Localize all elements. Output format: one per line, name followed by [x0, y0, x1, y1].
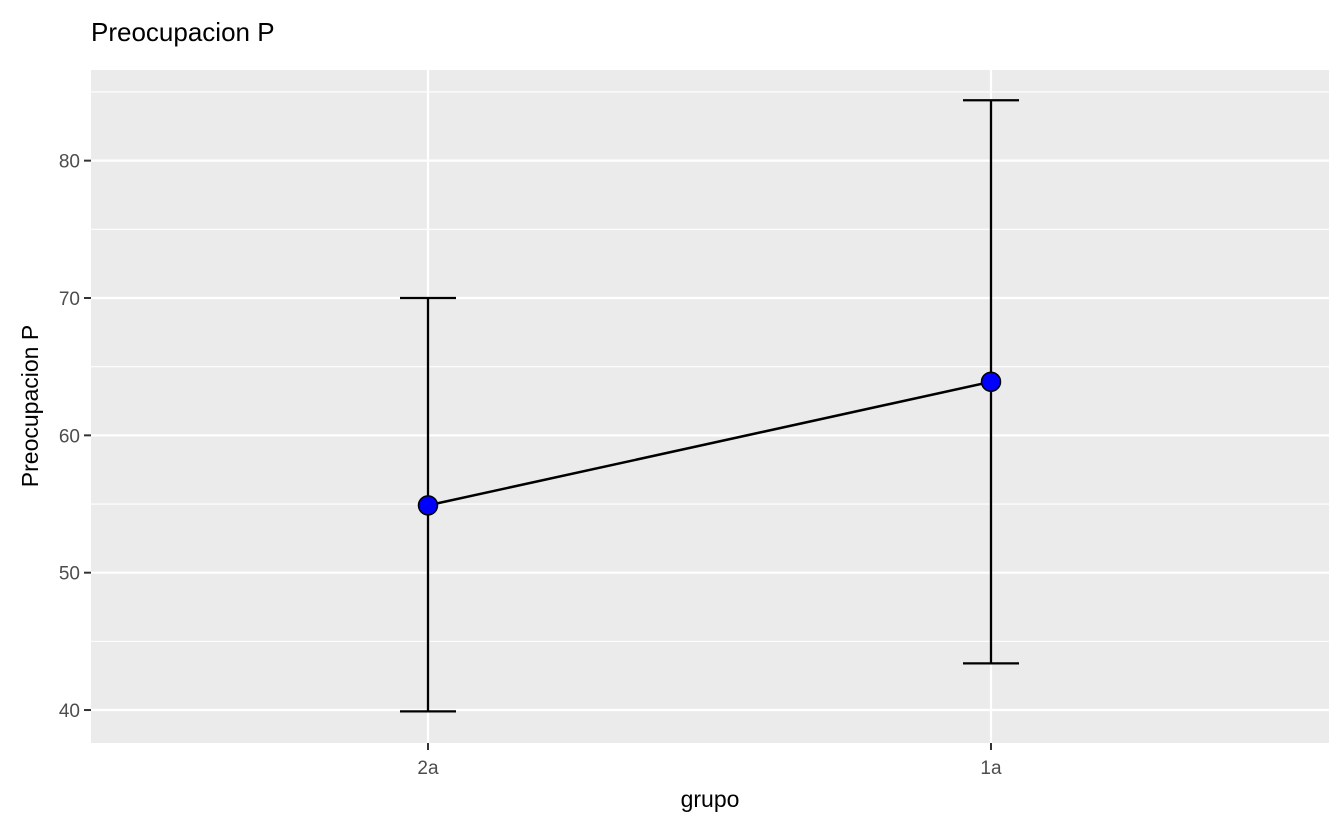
series-line [427, 380, 992, 507]
data-point [980, 371, 1002, 393]
y-axis-label: Preocupacion P [17, 325, 43, 487]
y-tick-label: 80 [59, 152, 80, 173]
x-tick-label: 1a [980, 758, 1002, 779]
x-axis: 2a 1a [417, 743, 1002, 779]
data-point [417, 495, 439, 516]
x-tick-label: 2a [417, 758, 439, 779]
grid-minor [91, 91, 1329, 642]
chart-title: Preocupacion P [91, 17, 275, 47]
y-tick-label: 60 [59, 426, 80, 447]
plot-panel [91, 70, 1329, 743]
series-lines [427, 380, 992, 507]
x-axis-label: grupo [681, 786, 740, 812]
y-tick-label: 50 [59, 564, 80, 585]
y-tick-label: 70 [59, 289, 80, 310]
y-tick-label: 40 [59, 701, 80, 722]
y-axis: 40 50 60 70 80 [59, 152, 91, 722]
series-points [417, 371, 1002, 516]
